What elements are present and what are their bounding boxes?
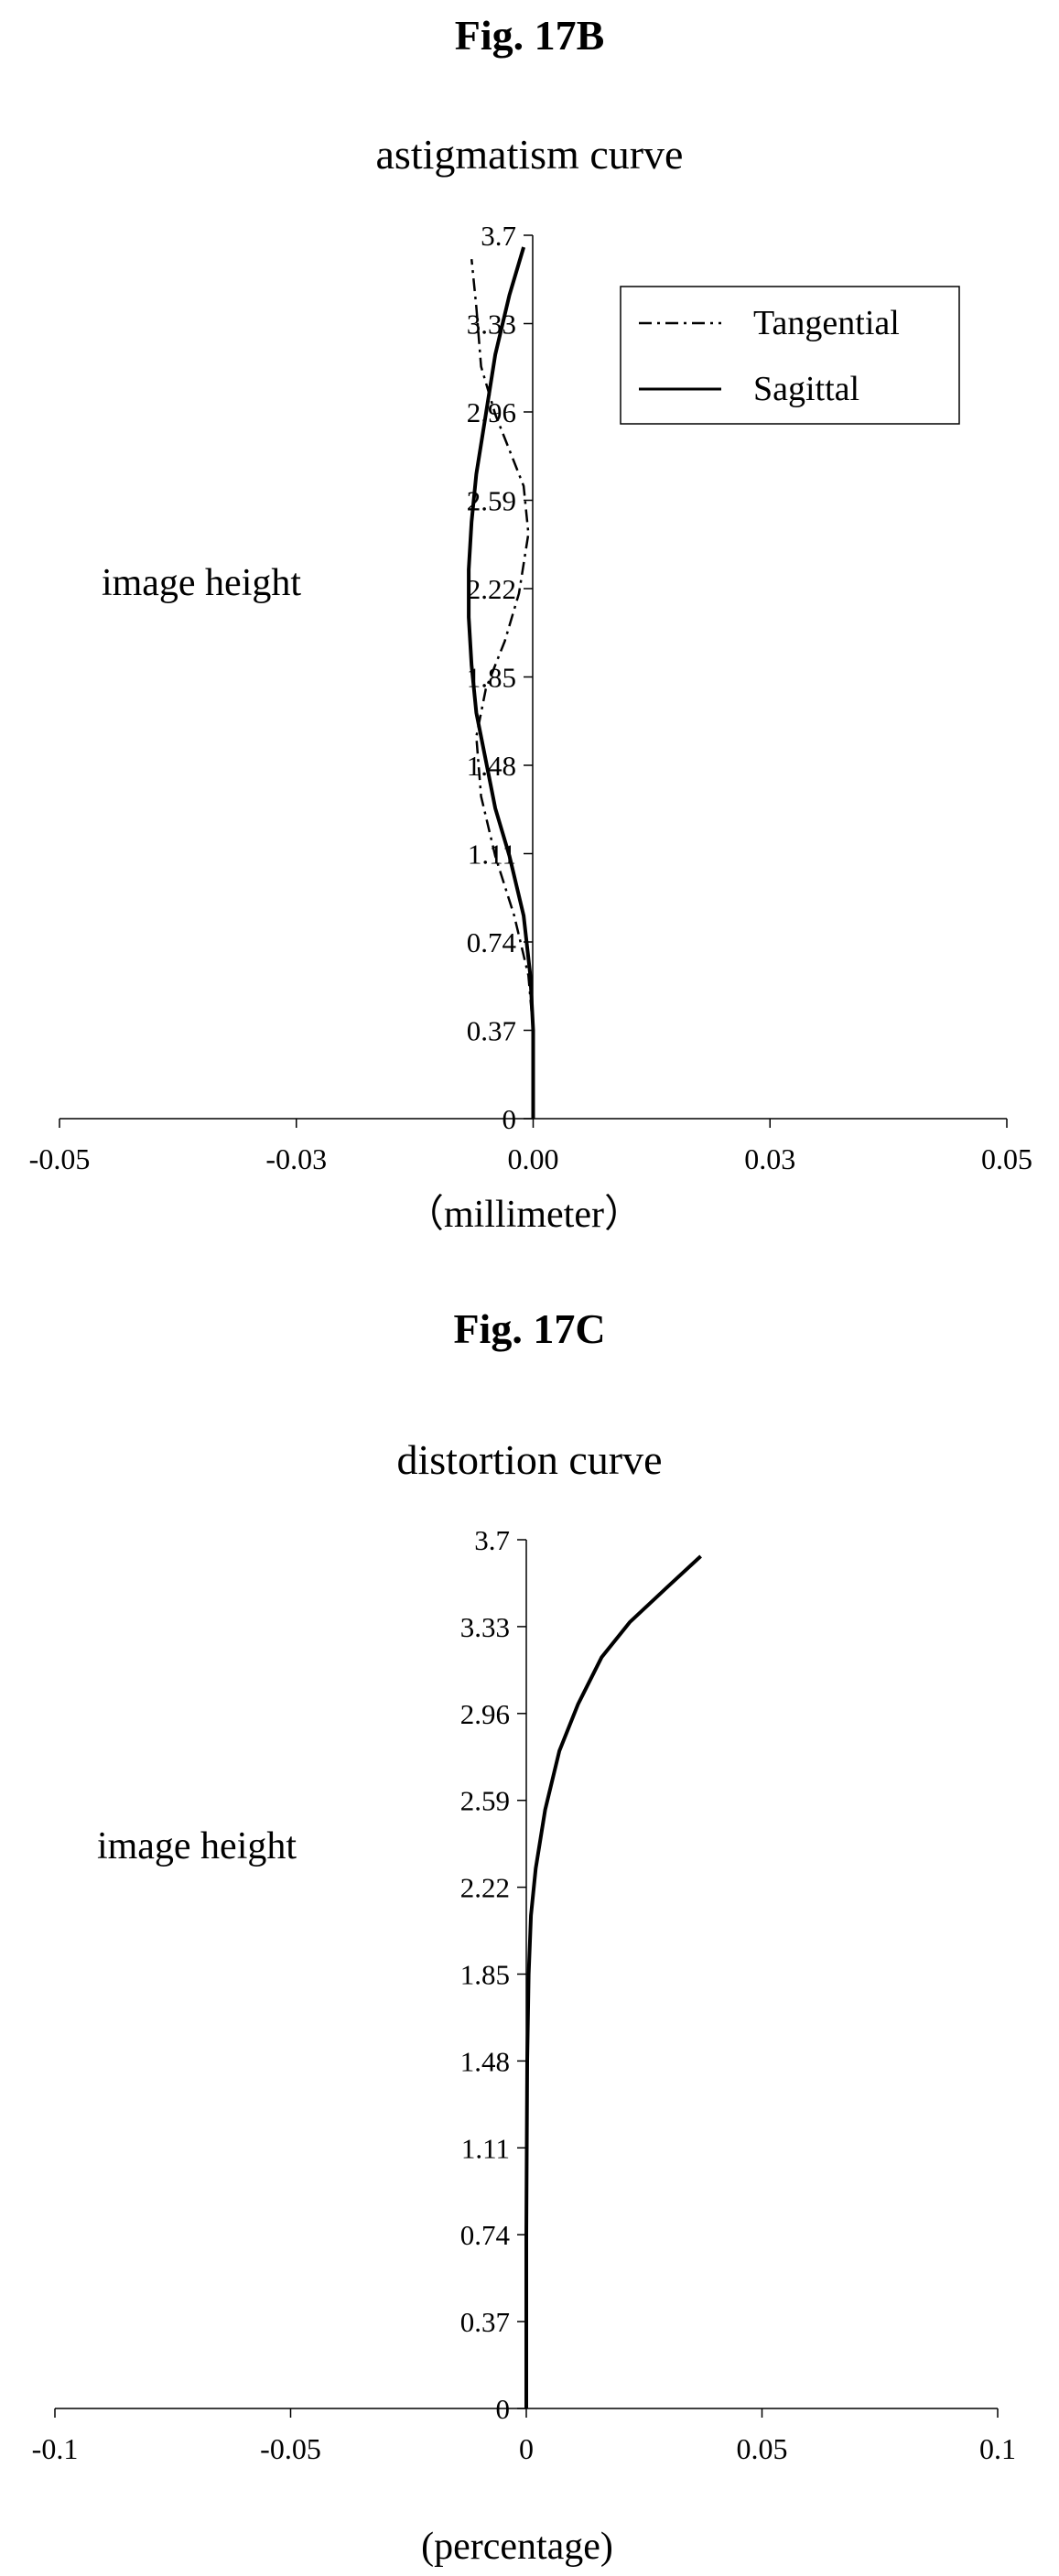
y-tick-label: 0 xyxy=(502,1103,517,1135)
y-tick-label: 1.48 xyxy=(467,750,516,782)
x-tick-label: -0.03 xyxy=(265,1142,327,1175)
x-axis-label: （millimeter） xyxy=(405,1194,643,1236)
x-tick-label: 0 xyxy=(519,2432,534,2465)
chart-title-astigmatism: astigmatism curve xyxy=(375,131,684,178)
x-axis-label: (percentage) xyxy=(421,2526,613,2568)
series-line-distortion xyxy=(524,1554,702,2408)
y-tick-label: 3.33 xyxy=(460,1611,510,1643)
y-tick-label: 1.11 xyxy=(461,2132,510,2164)
distortion-chart: -0.1 -0.05 0 0.05 0.1 0 0.37 0.74 1.11 1.48 1.85 2.… xyxy=(32,1524,1016,2568)
series-line-sagittal xyxy=(467,246,535,1119)
legend-box xyxy=(620,286,960,425)
y-tick-label: 2.96 xyxy=(460,1698,510,1730)
x-tick-label: 0.03 xyxy=(744,1142,795,1175)
figure-caption-17c: Fig. 17C xyxy=(453,1305,606,1352)
astigmatism-chart: -0.05 -0.03 0.00 0.03 0.0500.370.741.111.481… xyxy=(29,220,1032,1236)
x-tick-label: 0.1 xyxy=(979,2432,1016,2465)
y-tick-label: 0.74 xyxy=(467,926,517,958)
legend-label-tangential: Tangential xyxy=(753,304,900,342)
y-tick-label: 2.59 xyxy=(460,1785,510,1817)
legend: Tangential Sagittal xyxy=(620,286,960,425)
y-tick-label: 0.74 xyxy=(460,2219,511,2251)
x-tick-label: -0.1 xyxy=(32,2432,79,2465)
y-tick-label: 3.7 xyxy=(481,220,516,252)
x-tick-label: -0.05 xyxy=(29,1142,91,1175)
y-tick-label: 2.22 xyxy=(467,573,516,605)
y-tick-label: 0.37 xyxy=(460,2306,510,2338)
series-line-tangential xyxy=(470,258,535,1119)
y-tick-label: 0.37 xyxy=(467,1015,516,1047)
x-tick-label: 0.05 xyxy=(981,1142,1032,1175)
y-axis-label: image height xyxy=(102,562,301,604)
y-tick-label: 2.22 xyxy=(460,1872,510,1904)
figure-caption-17b: Fig. 17B xyxy=(454,12,605,59)
y-tick-label: 1.85 xyxy=(460,1959,510,1991)
y-tick-label: 3.33 xyxy=(467,308,516,341)
chart-title-distortion: distortion curve xyxy=(396,1436,663,1483)
y-tick-label: 0 xyxy=(496,2393,511,2425)
x-tick-label: -0.05 xyxy=(260,2432,321,2465)
legend-label-sagittal: Sagittal xyxy=(753,370,859,408)
y-tick-label: 3.7 xyxy=(474,1524,510,1556)
x-tick-label: 0.00 xyxy=(508,1142,559,1175)
y-axis-label: image height xyxy=(97,1825,297,1867)
y-tick-label: 1.48 xyxy=(460,2045,510,2077)
x-tick-label: 0.05 xyxy=(737,2432,788,2465)
